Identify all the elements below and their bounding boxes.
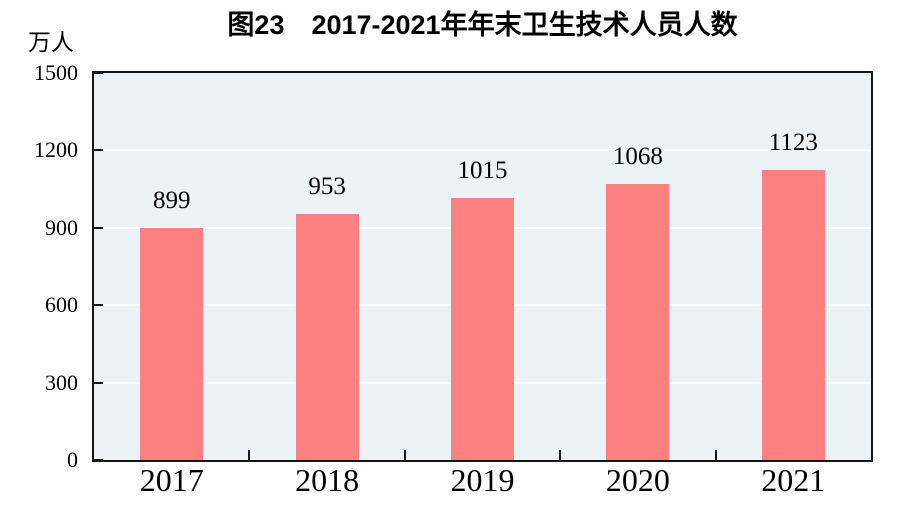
x-tick-label-2017: 2017 <box>139 462 204 498</box>
y-tick-label-1500: 1500 <box>34 60 78 85</box>
x-tick-label-2021: 2021 <box>761 462 826 498</box>
y-tick-mark-300 <box>94 381 103 384</box>
x-tick-label-2019: 2019 <box>450 462 515 498</box>
bar-value-label-2018: 953 <box>308 173 346 201</box>
bar-value-label-2017: 899 <box>152 187 191 215</box>
x-tick-mark-3 <box>559 450 562 460</box>
bar-value-label-2021: 1123 <box>768 129 818 157</box>
y-tick-mark-1500 <box>94 72 103 74</box>
y-tick-mark-0 <box>94 459 103 461</box>
bar-2019 <box>451 198 514 460</box>
x-tick-label-2018: 2018 <box>295 462 360 498</box>
plot-area <box>92 71 873 462</box>
y-tick-label-0: 0 <box>67 447 78 472</box>
y-tick-mark-1200 <box>94 149 103 152</box>
y-tick-mark-600 <box>94 304 103 307</box>
x-tick-mark-2 <box>403 450 406 460</box>
y-tick-label-600: 600 <box>45 292 78 318</box>
y-tick-label-300: 300 <box>45 369 78 395</box>
y-tick-mark-900 <box>94 226 103 229</box>
y-tick-label-1200: 1200 <box>34 137 78 163</box>
bar-2021 <box>761 170 825 460</box>
bar-2018 <box>295 214 359 460</box>
bar-2017 <box>140 228 204 460</box>
x-tick-mark-1 <box>248 450 251 460</box>
gridline-1200 <box>94 149 871 152</box>
y-axis-unit-label: 万人 <box>28 30 74 55</box>
x-tick-label-2020: 2020 <box>605 462 670 498</box>
bar-value-label-2019: 1015 <box>457 157 508 185</box>
bar-2020 <box>606 184 670 460</box>
chart-title: 图23 2017-2021年年末卫生技术人员人数 <box>227 10 738 40</box>
x-tick-mark-4 <box>714 450 717 460</box>
y-tick-label-900: 900 <box>45 214 78 240</box>
bar-value-label-2020: 1068 <box>612 143 663 171</box>
